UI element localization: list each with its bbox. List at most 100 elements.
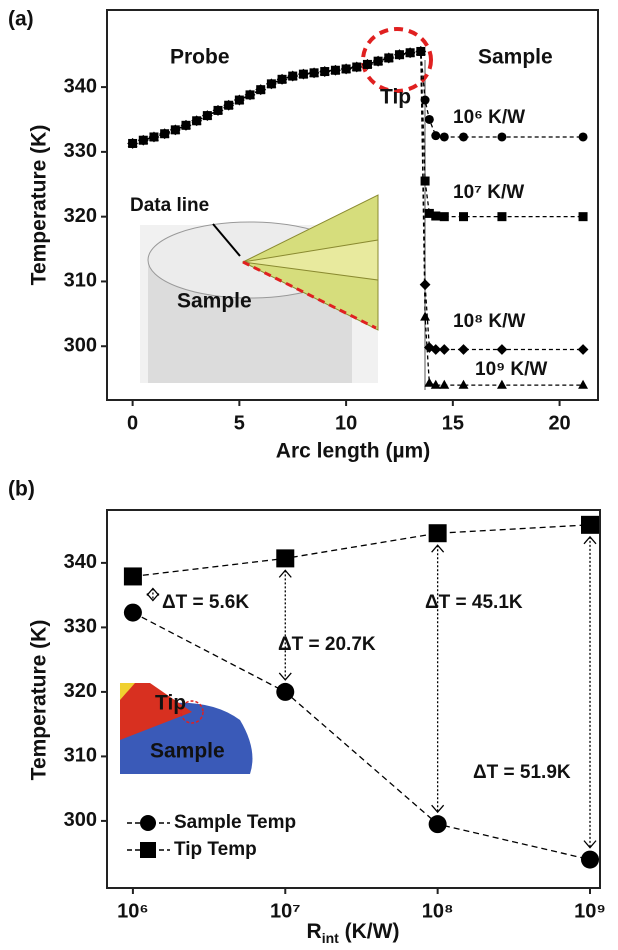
annotation: ΔT = 51.9K [473, 762, 571, 783]
data-point [394, 49, 405, 59]
data-point [191, 115, 202, 125]
series-line [132, 611, 591, 861]
x-axis-title-sub: int [322, 930, 339, 946]
data-point [276, 549, 295, 568]
arrow-head [583, 535, 597, 849]
data-point [578, 379, 589, 389]
data-point [202, 110, 213, 120]
x-tick-label: 10⁶ [117, 900, 148, 922]
data-point [277, 73, 288, 83]
data-point [458, 379, 469, 389]
y-tick-label: 310 [64, 270, 97, 292]
arrow-head [146, 587, 160, 602]
data-point [578, 132, 588, 142]
y-tick-label: 330 [64, 616, 97, 638]
data-point [330, 64, 341, 74]
series-label: 10⁶ K/W [453, 107, 525, 128]
data-point [496, 344, 508, 355]
data-point [266, 78, 277, 88]
panel-label: (b) [8, 478, 35, 501]
data-point [428, 815, 447, 834]
x-tick-label: 10⁷ [270, 900, 301, 922]
data-point [581, 850, 600, 869]
arrow-head [431, 544, 445, 814]
data-point [420, 176, 430, 186]
data-point [420, 311, 431, 321]
data-point [341, 63, 352, 73]
annotation: Tip [380, 86, 411, 109]
data-point [170, 124, 181, 134]
series-label: 10⁹ K/W [475, 359, 547, 380]
y-tick-label: 320 [64, 680, 97, 702]
data-point [424, 208, 434, 218]
data-point [428, 524, 447, 543]
x-axis-title: Rint (K/W) [307, 920, 400, 946]
data-point [149, 131, 159, 141]
x-axis-title: Arc length (µm) [276, 440, 430, 463]
data-point [213, 105, 223, 115]
data-point [578, 212, 588, 222]
annotation: Probe [170, 46, 230, 69]
pointer-arrow [212, 223, 241, 257]
y-tick-label: 300 [64, 809, 97, 831]
plot-frame [106, 509, 601, 889]
data-point [405, 47, 416, 57]
legend-marker [140, 815, 156, 831]
tip-heatmap-hot [120, 683, 135, 700]
data-point [459, 132, 469, 142]
data-point [438, 344, 450, 355]
data-point [497, 212, 507, 222]
y-tick-label: 340 [64, 551, 97, 573]
x-axis-title-part: (K/W) [339, 920, 400, 943]
y-tick-label: 310 [64, 745, 97, 767]
data-point [496, 379, 507, 389]
legend-label: Sample Temp [174, 812, 296, 833]
data-point [245, 89, 255, 99]
data-line [242, 260, 377, 330]
data-point [419, 279, 431, 291]
data-point [362, 59, 373, 69]
data-point [430, 379, 441, 389]
data-point [159, 128, 170, 138]
x-tick-label: 0 [127, 412, 138, 434]
panel-label: (a) [8, 8, 34, 31]
series-label: 10⁸ K/W [453, 311, 525, 332]
x-tick-label: 10⁹ [574, 900, 606, 922]
y-tick-label: 340 [64, 75, 97, 97]
data-point [415, 46, 426, 56]
series-label: 10⁷ K/W [453, 182, 524, 203]
legend-marker [140, 842, 156, 858]
data-point [319, 66, 330, 76]
arrow-head [278, 569, 292, 681]
data-point [123, 603, 142, 622]
probe-face [242, 239, 379, 281]
data-point [439, 132, 449, 142]
x-tick-label: 10⁸ [422, 900, 454, 922]
data-point [123, 567, 142, 586]
tip-highlight [180, 700, 204, 724]
inset-a: Data line Sample [130, 194, 379, 383]
y-tick-label: 320 [64, 205, 97, 227]
x-axis-title-part: R [307, 920, 322, 943]
data-point [298, 68, 309, 78]
annotation: Sample [478, 46, 553, 69]
annotation: ΔT = 5.6K [162, 592, 249, 613]
data-point [276, 682, 295, 701]
data-point [439, 212, 449, 222]
data-point [577, 344, 589, 355]
inset-label: Sample [150, 740, 225, 763]
y-axis-title: Temperature (K) [28, 125, 51, 286]
y-tick-label: 330 [64, 140, 97, 162]
data-point [424, 114, 434, 124]
x-tick-label: 15 [442, 412, 464, 434]
inset-label: Tip [155, 692, 186, 715]
data-point [181, 119, 191, 129]
data-point [431, 211, 441, 221]
data-point [383, 52, 394, 62]
data-point [234, 94, 245, 104]
x-tick-label: 5 [234, 412, 245, 434]
annotation: ΔT = 20.7K [278, 634, 376, 655]
x-tick-label: 20 [548, 412, 570, 434]
y-tick-label: 300 [64, 335, 97, 357]
data-point [424, 377, 435, 387]
